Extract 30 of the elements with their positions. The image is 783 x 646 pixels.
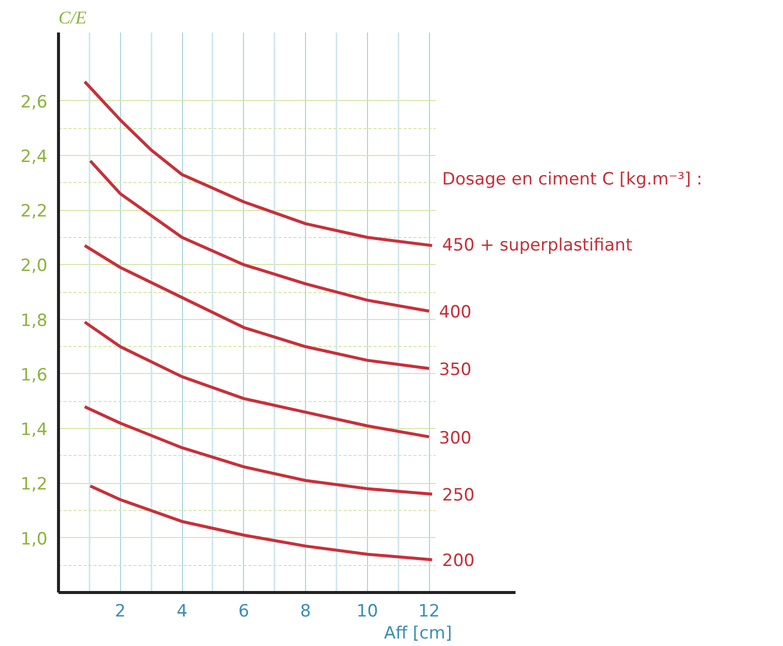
line-series bbox=[88, 484, 434, 562]
x-tick-label: 12 bbox=[418, 602, 440, 622]
y-tick-label: 2,0 bbox=[20, 256, 48, 276]
series-label: 450 + superplastifiant bbox=[442, 236, 633, 256]
line-series bbox=[83, 244, 431, 370]
series-label: 400 bbox=[439, 302, 472, 323]
y-tick-label: 2,4 bbox=[20, 146, 48, 167]
y-tick-label: 1,4 bbox=[20, 420, 48, 440]
y-axis-title: C/E bbox=[58, 8, 87, 28]
y-tick-label: 2,2 bbox=[20, 202, 48, 222]
series-label: 200 bbox=[442, 551, 475, 572]
legend-title: Dosage en ciment C [kg.m⁻³] : bbox=[442, 170, 702, 190]
series-label: 300 bbox=[439, 428, 472, 448]
x-axis-title: Aff [cm] bbox=[384, 624, 452, 644]
line-series bbox=[83, 405, 434, 496]
x-tick-label: 8 bbox=[300, 602, 311, 622]
x-tick-label: 6 bbox=[238, 602, 250, 622]
line-series bbox=[83, 320, 431, 438]
x-tick-label: 10 bbox=[356, 602, 378, 622]
y-tick-label: 2,6 bbox=[20, 92, 48, 112]
y-tick-label: 1,0 bbox=[20, 529, 48, 550]
line-series bbox=[83, 80, 434, 248]
y-tick-label: 1,8 bbox=[20, 310, 48, 331]
series-label: 250 bbox=[442, 486, 475, 506]
x-tick-label: 2 bbox=[114, 602, 126, 622]
y-tick-label: 1,6 bbox=[20, 365, 48, 386]
y-tick-label: 1,2 bbox=[20, 474, 48, 495]
line-series bbox=[88, 159, 431, 313]
x-tick-label: 4 bbox=[176, 602, 188, 622]
series-label: 350 bbox=[439, 360, 472, 380]
